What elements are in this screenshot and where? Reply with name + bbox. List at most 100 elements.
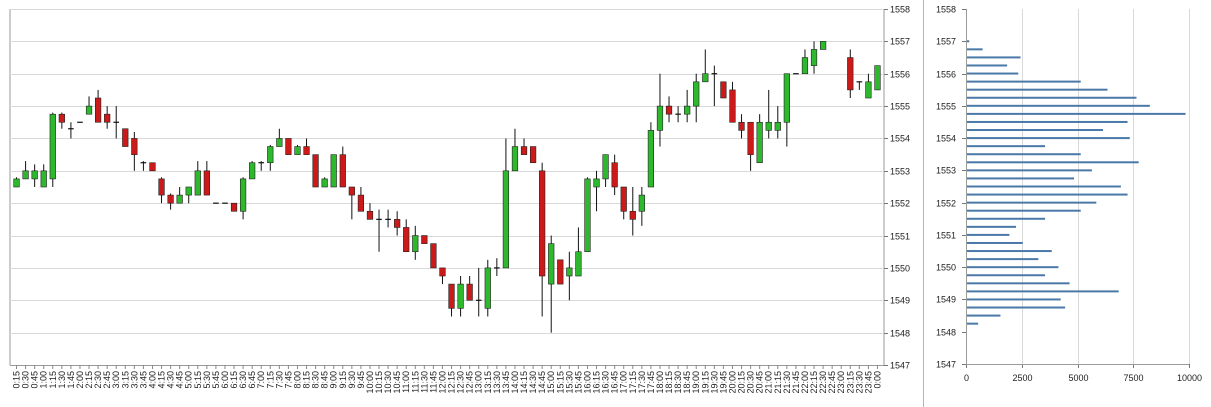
time-x-tick-label: 5:15	[193, 371, 203, 389]
candle-up	[602, 154, 609, 180]
volume-bar	[967, 274, 1046, 277]
volume-y-tick-label: 1554	[936, 134, 956, 144]
candle-up	[31, 170, 38, 180]
time-x-tick-label: 19:00	[691, 371, 701, 394]
candle-up	[22, 170, 29, 180]
time-x-tick-label: 19:45	[718, 371, 728, 394]
candle-up	[684, 105, 691, 115]
price-y-tick-label: 1553	[890, 167, 910, 177]
time-x-tick-label: 5:00	[184, 371, 194, 389]
volume-bar	[967, 112, 1186, 115]
candle-up	[49, 113, 56, 180]
time-x-tick-label: 13:45	[501, 371, 511, 394]
time-x-tick-label: 3:45	[138, 371, 148, 389]
candle-up	[756, 121, 763, 164]
candle-down	[167, 194, 174, 204]
time-x-tick-label: 15:00	[546, 371, 556, 394]
time-x-tick-label: 12:15	[447, 371, 457, 394]
volume-y-tick-label: 1550	[936, 263, 956, 273]
time-x-tick-label: 7:15	[265, 371, 275, 389]
candle-down	[557, 259, 564, 285]
time-x-tick-label: 17:30	[637, 371, 647, 394]
candle-down	[747, 121, 754, 155]
time-x-tick-label: 6:45	[247, 371, 257, 389]
candle-up	[638, 194, 645, 212]
candle-down	[339, 154, 346, 188]
time-x-tick-label: 10:30	[383, 371, 393, 394]
time-x-tick-label: 8:15	[302, 371, 312, 389]
candle-down	[312, 154, 319, 188]
time-x-tick-label: 14:15	[519, 371, 529, 394]
price-y-tick-label: 1556	[890, 70, 910, 80]
time-x-tick-label: 4:15	[157, 371, 167, 389]
time-x-tick-label: 1:45	[66, 371, 76, 389]
time-x-tick-label: 3:15	[120, 371, 130, 389]
volume-bar	[967, 40, 970, 43]
candle-up	[412, 235, 419, 253]
volume-bar	[967, 80, 1081, 83]
time-x-tick-label: 0:45	[30, 371, 40, 389]
time-x-tick-label: 4:00	[147, 371, 157, 389]
candle-up	[819, 41, 827, 50]
time-x-tick-label: 15:45	[573, 371, 583, 394]
time-x-tick-label: 9:00	[329, 371, 339, 389]
panel-divider	[923, 0, 924, 407]
candle-up	[702, 73, 709, 83]
time-x-tick-label: 16:15	[592, 371, 602, 394]
time-x-tick-label: 11:30	[419, 371, 429, 393]
time-x-tick-label: 22:45	[827, 371, 837, 394]
price-candlestick-chart: 1547 1548 1549 1550 1551 1552 1553 1554 1555 1556…	[9, 5, 910, 394]
time-x-tick-label: 9:15	[338, 371, 348, 389]
volume-y-tick-label: 1558	[936, 5, 956, 15]
volume-x-tick-label: 10000	[1177, 373, 1202, 383]
volume-bar	[967, 233, 1010, 236]
price-y-tick-label: 1550	[890, 264, 910, 274]
time-x-tick-label: 2:00	[75, 371, 85, 389]
candle-down	[122, 128, 129, 147]
time-x-tick-label: 10:00	[365, 371, 375, 394]
time-x-tick-label: 17:45	[646, 371, 656, 394]
time-x-tick-label: 20:45	[755, 371, 765, 394]
time-x-tick-label: 10:15	[374, 371, 384, 394]
price-y-tick-label: 1557	[890, 37, 910, 47]
time-x-tick-label: 12:45	[465, 371, 475, 394]
volume-bar	[967, 96, 1137, 99]
candle-up	[783, 73, 790, 123]
time-x-tick-label: 7:45	[283, 371, 293, 389]
time-x-tick-label: 16:00	[582, 371, 592, 394]
candle-up	[294, 146, 301, 155]
time-x-tick-label: 1:15	[48, 371, 58, 389]
time-x-tick-label: 22:15	[809, 371, 819, 394]
volume-bar	[967, 104, 1150, 107]
time-x-tick-label: 1:00	[39, 371, 49, 389]
volume-y-tick-label: 1557	[936, 37, 956, 47]
volume-x-tick-label: 5000	[1068, 373, 1088, 383]
time-x-tick-label: 3:00	[111, 371, 121, 389]
candle-down	[620, 186, 627, 212]
candle-up	[185, 186, 192, 196]
candle-down	[58, 113, 65, 123]
candle-down	[430, 243, 437, 269]
time-x-tick-label: 2:45	[102, 371, 112, 389]
volume-x-tick-label: 7500	[1123, 373, 1143, 383]
price-y-tick-label: 1555	[890, 102, 910, 112]
candle-down	[529, 146, 537, 164]
volume-bar	[967, 282, 1070, 285]
candle-down	[847, 57, 854, 91]
volume-bar	[967, 153, 1081, 156]
candle-up	[765, 121, 772, 131]
volume-bar	[967, 250, 1052, 253]
candle-up	[874, 65, 881, 91]
time-x-tick-label: 21:45	[791, 371, 801, 394]
volume-bar	[967, 72, 1019, 75]
volume-bar	[967, 290, 1119, 293]
candle-up	[85, 105, 93, 115]
volume-bar	[967, 169, 1092, 172]
time-x-tick-label: 22:00	[800, 371, 810, 394]
candle-down	[720, 81, 727, 99]
volume-bar	[967, 56, 1021, 59]
time-x-tick-label: 11:45	[428, 371, 438, 393]
volume-bar	[967, 209, 1081, 212]
time-x-tick-label: 18:30	[673, 371, 683, 394]
time-x-tick-label: 13:00	[474, 371, 484, 394]
